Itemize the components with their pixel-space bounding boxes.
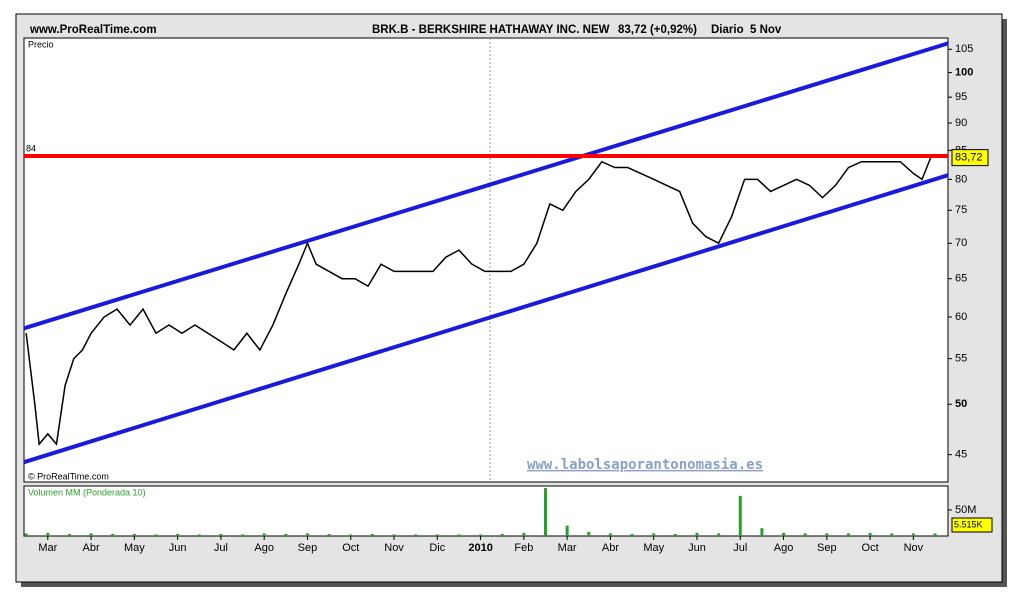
x-tick-label: Ago bbox=[774, 542, 794, 554]
volume-bar bbox=[630, 533, 634, 536]
x-tick-label: Jul bbox=[733, 542, 747, 554]
volume-bar bbox=[262, 533, 266, 536]
last-volume-label: 5.515K bbox=[954, 519, 983, 529]
volume-bar bbox=[219, 533, 223, 536]
volume-bar bbox=[522, 532, 526, 536]
y-tick-label: 100 bbox=[955, 67, 973, 79]
period: Diario 5 Nov bbox=[711, 24, 782, 36]
volume-bar bbox=[241, 534, 245, 536]
y-tick-label: 50M bbox=[955, 504, 976, 516]
last-price-box bbox=[951, 149, 989, 167]
instrument: BRK.B - BERKSHIRE HATHAWAY INC. NEW bbox=[372, 24, 610, 36]
x-tick-label: Mar bbox=[38, 542, 57, 554]
x-tick-label: Jun bbox=[169, 542, 187, 554]
x-tick-label: Oct bbox=[862, 542, 879, 554]
volume-bar bbox=[327, 533, 331, 536]
x-tick-label: 2010 bbox=[468, 542, 492, 554]
volume-bar bbox=[608, 533, 612, 536]
volume-bar bbox=[197, 534, 201, 536]
x-tick-label: May bbox=[643, 542, 664, 554]
volume-bar bbox=[673, 533, 677, 536]
volume-bar bbox=[305, 533, 309, 536]
watermark: www.labolsaporantonomasia.es bbox=[527, 457, 763, 473]
x-tick-label: Nov bbox=[384, 542, 404, 554]
volume-bar bbox=[695, 532, 699, 536]
y-tick-label: 95 bbox=[955, 91, 967, 103]
volume-bar bbox=[825, 533, 829, 536]
quote: 83,72 (+0,92%) bbox=[618, 24, 697, 36]
y-tick-label: 45 bbox=[955, 449, 967, 461]
price-panel bbox=[23, 37, 949, 483]
x-tick-label: Dic bbox=[429, 542, 445, 554]
y-axis-label: Precio bbox=[28, 39, 54, 49]
y-tick-label: 70 bbox=[955, 237, 967, 249]
y-tick-label: 105 bbox=[955, 43, 973, 55]
y-tick-label: 65 bbox=[955, 273, 967, 285]
x-tick-label: Sep bbox=[298, 542, 318, 554]
y-tick-label: 50 bbox=[955, 398, 967, 410]
volume-bar bbox=[132, 533, 136, 536]
volume-bar bbox=[782, 532, 786, 536]
volume-title: Volumen MM (Ponderada 10) bbox=[28, 487, 146, 497]
volume-bar bbox=[911, 533, 915, 536]
y-tick-label: 55 bbox=[955, 353, 967, 365]
x-tick-label: May bbox=[124, 542, 145, 554]
x-tick-label: Ago bbox=[254, 542, 274, 554]
volume-bar bbox=[414, 534, 418, 536]
volume-bar bbox=[46, 532, 50, 536]
last-volume-box bbox=[951, 517, 993, 533]
volume-bar bbox=[176, 533, 180, 536]
last-price-label: 83,72 bbox=[955, 152, 983, 164]
y-tick-label: 75 bbox=[955, 204, 967, 216]
x-tick-label: Abr bbox=[83, 542, 100, 554]
volume-bar bbox=[846, 533, 850, 536]
volume-bar bbox=[154, 534, 158, 536]
volume-bar bbox=[760, 528, 764, 536]
volume-bar bbox=[24, 533, 28, 536]
volume-bar bbox=[544, 488, 548, 536]
volume-bar bbox=[67, 533, 71, 536]
volume-bar bbox=[652, 533, 656, 536]
volume-bar bbox=[890, 533, 894, 536]
y-tick-label: 60 bbox=[955, 311, 967, 323]
volume-bar bbox=[803, 533, 807, 536]
volume-bar bbox=[933, 533, 937, 536]
volume-panel bbox=[23, 485, 949, 537]
volume-bar bbox=[89, 533, 93, 536]
volume-bar bbox=[587, 531, 591, 536]
x-tick-label: Feb bbox=[514, 542, 533, 554]
copyright: © ProRealTime.com bbox=[28, 471, 109, 481]
resistance-label: 84 bbox=[26, 143, 36, 153]
x-tick-label: Nov bbox=[904, 542, 924, 554]
volume-bar bbox=[370, 533, 374, 536]
x-tick-label: Abr bbox=[602, 542, 619, 554]
volume-bar bbox=[111, 533, 115, 536]
volume-bar bbox=[565, 525, 569, 536]
volume-bar bbox=[868, 532, 872, 536]
volume-bar bbox=[500, 533, 504, 536]
volume-bar bbox=[435, 534, 439, 536]
y-tick-label: 80 bbox=[955, 173, 967, 185]
site-name: www.ProRealTime.com bbox=[29, 24, 157, 36]
x-tick-label: Mar bbox=[558, 542, 577, 554]
volume-bar bbox=[457, 534, 461, 536]
x-tick-label: Jul bbox=[214, 542, 228, 554]
x-tick-label: Jun bbox=[688, 542, 706, 554]
x-tick-label: Oct bbox=[342, 542, 359, 554]
volume-bar bbox=[284, 533, 288, 536]
volume-bar bbox=[349, 534, 353, 536]
y-tick-label: 90 bbox=[955, 117, 967, 129]
volume-bar bbox=[392, 534, 396, 536]
trend-line bbox=[23, 173, 949, 465]
volume-bar bbox=[479, 534, 483, 536]
volume-bar bbox=[738, 495, 742, 536]
volume-bar bbox=[717, 533, 721, 536]
price-line bbox=[25, 157, 932, 446]
trend-line bbox=[23, 41, 949, 331]
x-tick-label: Sep bbox=[817, 542, 837, 554]
